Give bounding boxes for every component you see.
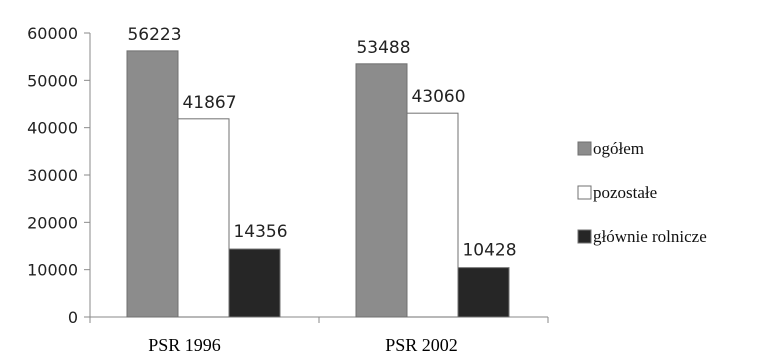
data-label: 43060 (411, 87, 465, 107)
y-tick-label: 10000 (27, 261, 78, 280)
y-tick-label: 60000 (27, 24, 78, 43)
category-label: PSR 1996 (148, 335, 221, 355)
bar (355, 63, 408, 318)
x-axis (89, 316, 549, 323)
legend-label: ogółem (593, 139, 644, 158)
data-label: 56223 (127, 25, 181, 45)
legend-label: pozostałe (593, 183, 657, 202)
legend-swatch (577, 185, 592, 200)
bar (177, 118, 230, 318)
data-label: 53488 (356, 38, 410, 58)
legend-label: głównie rolnicze (593, 227, 707, 246)
legend-swatch (577, 229, 592, 244)
bar (228, 248, 281, 318)
y-tick-label: 20000 (27, 213, 78, 232)
data-label: 10428 (462, 241, 516, 261)
bar (126, 50, 179, 318)
data-label: 14356 (233, 222, 287, 242)
y-tick-label: 30000 (27, 166, 78, 185)
legend-swatch (577, 141, 592, 156)
category-label: PSR 2002 (385, 335, 458, 355)
legend: ogółem pozostałe głównie rolnicze (577, 139, 707, 246)
bars (126, 50, 510, 318)
category-labels: PSR 1996 PSR 2002 (148, 335, 458, 355)
bar (406, 112, 459, 318)
y-tick-label: 40000 (27, 119, 78, 138)
y-tick-label: 0 (68, 308, 78, 327)
bar (457, 267, 510, 318)
data-label: 41867 (182, 93, 236, 113)
data-labels: 56223 41867 14356 53488 43060 10428 (127, 25, 516, 261)
y-axis: 0 10000 20000 30000 40000 50000 60000 (27, 24, 91, 327)
y-tick-label: 50000 (27, 71, 78, 90)
